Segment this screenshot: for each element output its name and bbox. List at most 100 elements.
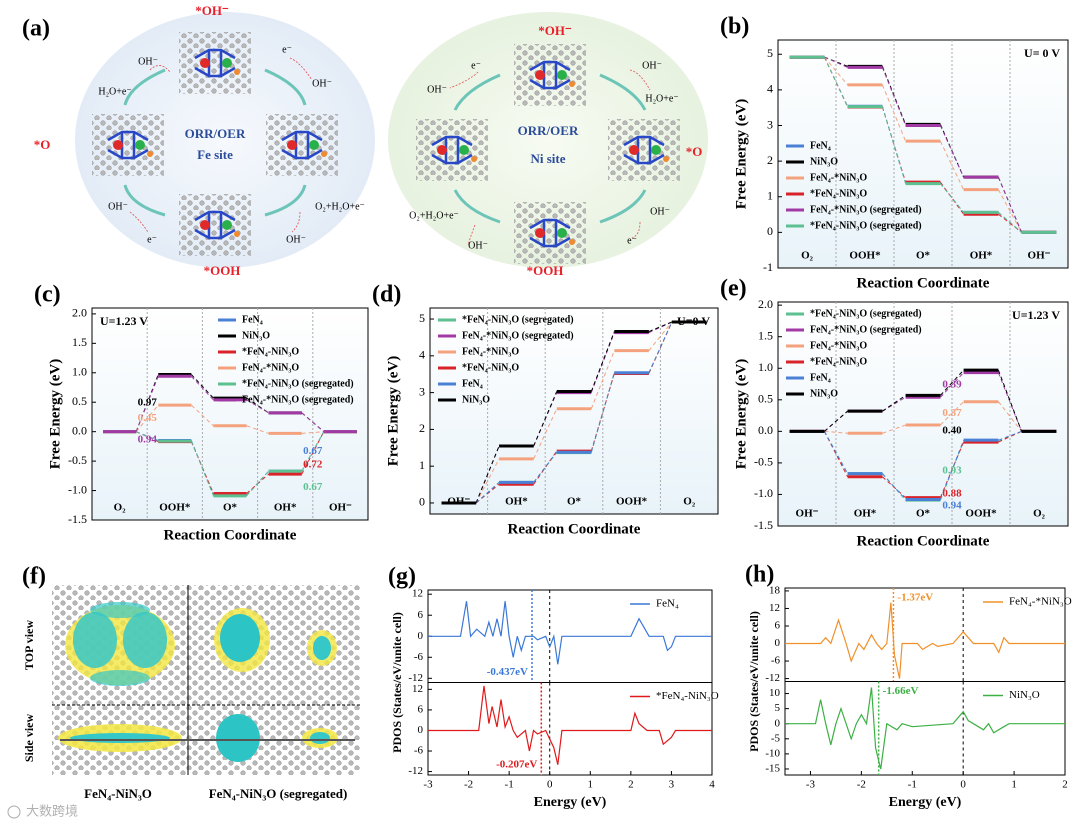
y-axis-label: PDOS (States/eV/unite cell) — [390, 612, 404, 753]
overpotential-label: 0.88 — [942, 487, 962, 499]
y-axis-label: Free Energy (eV) — [385, 356, 401, 467]
legend-label: NiN₃O — [242, 330, 270, 341]
connector — [939, 140, 965, 190]
legend-label: *FeN₄-NiN₃O — [462, 362, 519, 373]
marker-label: -1.37eV — [897, 592, 933, 604]
annotation: U=0 V — [677, 314, 710, 328]
x-axis-label: Reaction Coordinate — [164, 527, 297, 543]
legend-label: *FeN₄-NiN₃O (segregated) — [810, 308, 922, 319]
connector — [998, 213, 1022, 233]
legend-label: FeN₄-*NiN₃O (segregated) — [810, 204, 922, 215]
intermediate: *OH⁻ — [538, 23, 572, 38]
connector — [882, 473, 906, 500]
species: e⁻ — [471, 60, 481, 71]
y-tick-label: 1 — [419, 458, 425, 472]
legend-label: FeN₄ — [462, 378, 483, 389]
x-tick-label: OH* — [505, 496, 528, 508]
connector — [882, 396, 906, 412]
plot-area — [427, 682, 713, 776]
y-tick-label: -12 — [408, 672, 423, 684]
y-tick-label: -15 — [765, 762, 780, 774]
y-tick-label: -5 — [771, 732, 781, 744]
connector — [998, 401, 1022, 432]
overpotential-label: 0.97 — [138, 397, 158, 409]
connector — [475, 458, 500, 504]
y-tick-label: 12 — [412, 683, 423, 695]
species: OH⁻ — [108, 201, 128, 212]
species: e⁻ — [147, 234, 157, 245]
connector — [246, 399, 269, 414]
species: OH⁻ — [642, 60, 662, 71]
legend-label: *FeN₄-NiN₃O — [242, 346, 299, 357]
y-tick-label: 2.0 — [72, 306, 87, 320]
arrow — [453, 189, 501, 224]
x-tick-label: OOH* — [159, 502, 191, 514]
species: OH⁻ — [138, 56, 158, 67]
legend-label: FeN₄ — [242, 314, 263, 325]
molecule — [177, 192, 253, 258]
intermediate: *O — [34, 137, 51, 152]
legend-label: *FeN₄-NiN₃O — [656, 690, 719, 702]
y-tick-label: 0.5 — [72, 394, 87, 408]
panel-label: (f) — [22, 564, 46, 590]
species: OH⁻ — [468, 240, 488, 251]
x-tick-label: O* — [916, 508, 931, 520]
connector — [475, 483, 500, 504]
overpotential-label: 0.94 — [942, 499, 962, 511]
overpotential-label: 0.72 — [303, 458, 323, 470]
y-tick-label: 10 — [769, 687, 781, 699]
connector — [246, 425, 269, 434]
x-tick-label: -1 — [505, 779, 514, 791]
pdos-line — [428, 601, 712, 665]
x-tick-label: OOH* — [616, 496, 648, 508]
y-tick-label: -1.5 — [68, 512, 87, 526]
legend-label: FeN₄ — [810, 372, 831, 383]
panel-label: (h) — [745, 562, 774, 588]
legend-label: *FeN₄-NiN₃O — [810, 356, 867, 367]
x-tick-label: O* — [223, 502, 238, 514]
plot-area — [91, 307, 369, 521]
y-tick-label: -6 — [414, 745, 424, 757]
overpotential-label: 0.39 — [942, 379, 962, 391]
intermediate: *OH⁻ — [195, 3, 229, 18]
y-tick-label: 3 — [767, 117, 773, 131]
y-tick-label: 2 — [419, 421, 425, 435]
x-tick-label: OOH* — [849, 250, 881, 262]
species: OH⁻ — [650, 206, 670, 217]
x-axis-label: Reaction Coordinate — [857, 275, 990, 291]
arrow — [453, 73, 501, 111]
cycle-site: Fe site — [197, 147, 233, 162]
species: e⁻ — [627, 235, 637, 246]
legend-label: *FeN₄-NiN₃O (segregated) — [810, 220, 922, 231]
caption: FeN₄-NiN₃O (segregated) — [209, 786, 348, 801]
caption: FeN₄-NiN₃O — [84, 786, 152, 801]
intermediate: *OOH — [204, 263, 241, 278]
legend-label: FeN₄-*NiN₃O — [242, 362, 299, 373]
connector — [135, 376, 159, 432]
legend-label: NiN₃O — [810, 156, 838, 167]
y-tick-label: 6 — [775, 620, 781, 632]
annotation: U=1.23 V — [100, 314, 148, 328]
overpotential-label: 0.67 — [303, 481, 323, 493]
y-tick-label: 4 — [767, 82, 773, 96]
arrow — [599, 189, 647, 224]
plot-area — [777, 301, 1069, 527]
connector — [997, 189, 1023, 233]
x-tick-label: O₂ — [1033, 508, 1046, 520]
molecule — [414, 117, 490, 183]
legend-label: NiN₃O — [1009, 689, 1040, 701]
row-label: TOP view — [22, 620, 36, 670]
overpotential-label: 0.40 — [942, 424, 962, 436]
molecule — [606, 117, 682, 183]
y-tick-label: 5 — [419, 311, 425, 325]
molecule — [177, 30, 253, 96]
connector — [823, 431, 849, 474]
watermark-logo — [7, 805, 21, 819]
connector — [648, 321, 673, 373]
y-axis-label: Free Energy (eV) — [47, 359, 63, 470]
marker-label: -0.207eV — [496, 759, 537, 771]
panel-label: (d) — [372, 282, 401, 308]
x-tick-label: -3 — [806, 779, 816, 791]
arrow — [264, 68, 307, 106]
x-tick-label: -2 — [857, 779, 866, 791]
